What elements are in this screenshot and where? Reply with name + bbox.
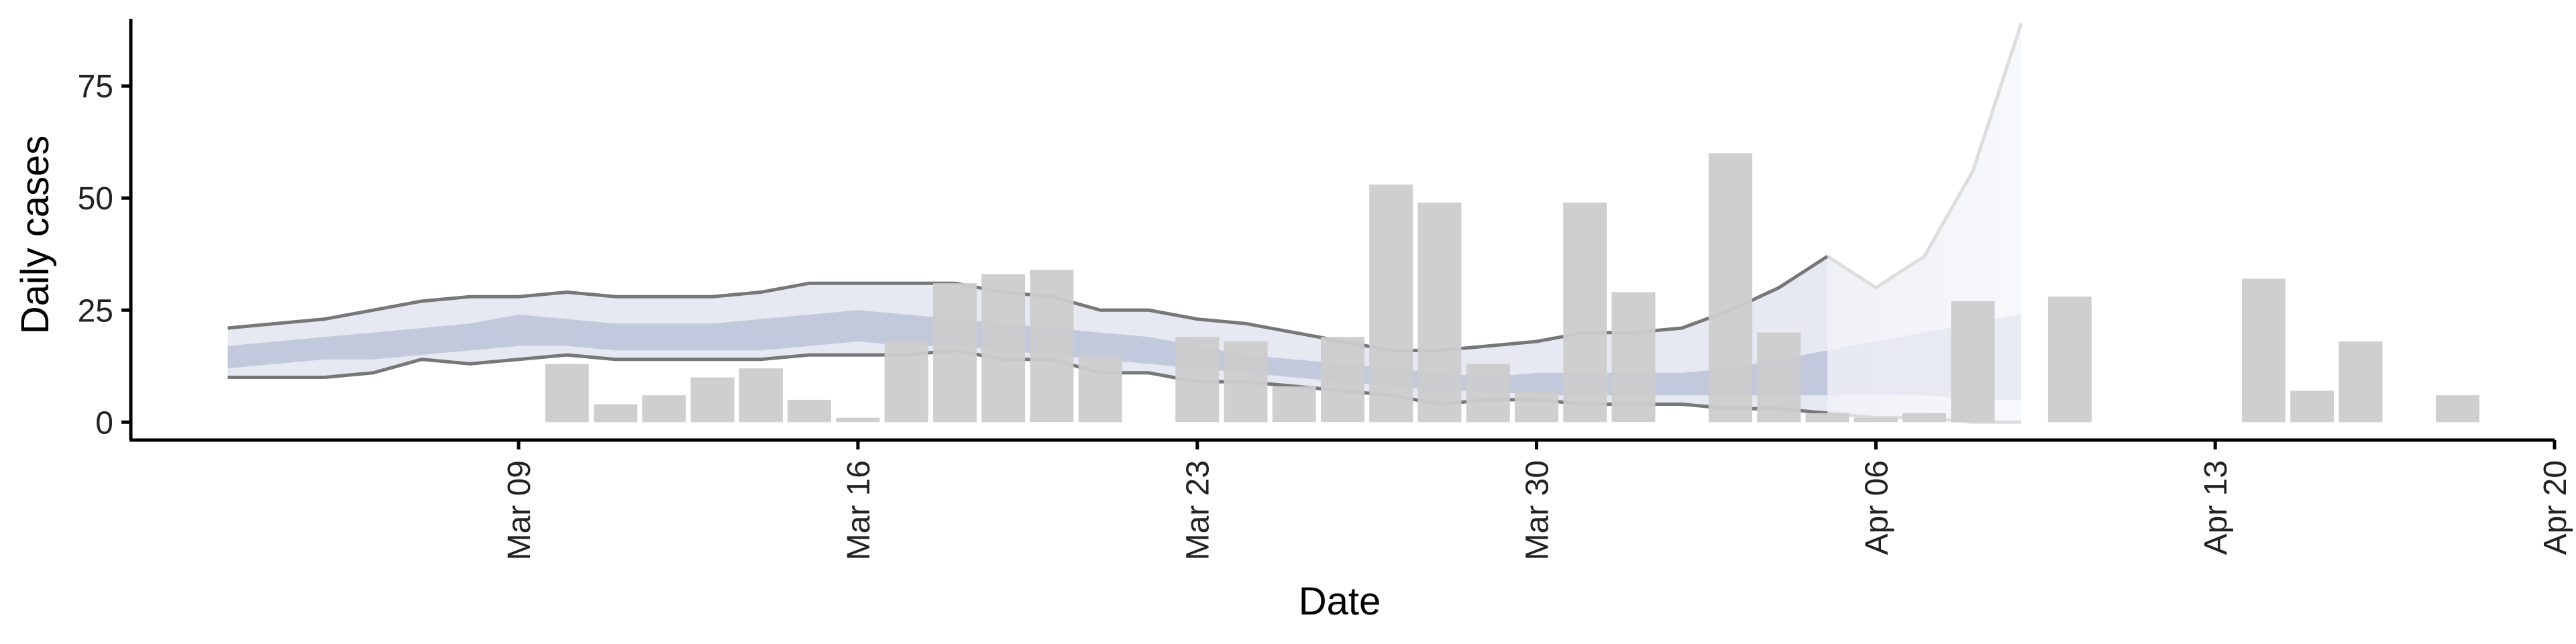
bar-2020-03-13 bbox=[690, 377, 735, 423]
bar-2020-03-28 bbox=[1417, 202, 1462, 423]
bar-2020-03-30 bbox=[1515, 390, 1558, 423]
bar-2020-04-16 bbox=[2339, 341, 2383, 423]
bar-2020-04-18 bbox=[2436, 395, 2479, 423]
estimate-upper-line bbox=[227, 255, 1829, 352]
bar-2020-03-25 bbox=[1272, 386, 1316, 423]
y-tick-label: 0 bbox=[95, 405, 113, 441]
forecast-upper-line bbox=[1826, 22, 2023, 290]
bar-2020-03-12 bbox=[642, 395, 686, 423]
bar-2020-03-21 bbox=[1078, 355, 1122, 423]
y-tick-label: 50 bbox=[78, 181, 113, 217]
bar-2020-04-01 bbox=[1611, 292, 1656, 423]
bar-2020-04-06 bbox=[1854, 417, 1898, 423]
x-tick-label: Apr 13 bbox=[2198, 460, 2234, 555]
bar-2020-03-18 bbox=[932, 283, 977, 423]
bar-2020-03-26 bbox=[1321, 337, 1364, 423]
y-tick-label: 25 bbox=[78, 293, 113, 329]
bar-2020-03-17 bbox=[884, 341, 928, 423]
bar-2020-04-07 bbox=[1902, 413, 1947, 423]
bar-2020-03-27 bbox=[1369, 184, 1413, 423]
bar-2020-04-03 bbox=[1709, 153, 1753, 423]
bar-2020-03-16 bbox=[836, 417, 880, 423]
bar-2020-03-24 bbox=[1224, 341, 1268, 423]
ticks-layer: 0 25 50 75 Mar 09 Mar 16 Mar 23 Mar 30 Apr 06 Apr… bbox=[78, 69, 2573, 560]
bar-2020-03-15 bbox=[788, 399, 832, 423]
estimate-lower-line bbox=[227, 348, 1828, 415]
bar-2020-04-10 bbox=[2047, 297, 2092, 423]
bar-2020-03-29 bbox=[1466, 364, 1510, 423]
y-tick-label: 75 bbox=[78, 69, 113, 105]
bar-2020-04-05 bbox=[1805, 413, 1849, 423]
x-axis-title: Date bbox=[1299, 580, 1381, 623]
x-tick-label: Mar 23 bbox=[1181, 460, 1216, 560]
bar-2020-03-11 bbox=[594, 404, 638, 423]
bar-2020-03-19 bbox=[981, 274, 1026, 423]
bar-2020-03-23 bbox=[1175, 337, 1220, 423]
x-tick-label: Apr 20 bbox=[2538, 460, 2573, 555]
bar-2020-04-15 bbox=[2290, 390, 2334, 423]
x-tick-label: Apr 06 bbox=[1859, 460, 1894, 555]
bars-layer bbox=[545, 153, 2479, 423]
bar-2020-03-20 bbox=[1030, 270, 1074, 423]
bar-2020-03-14 bbox=[739, 368, 783, 423]
y-axis-title: Daily cases bbox=[13, 136, 57, 335]
bar-2020-03-31 bbox=[1563, 202, 1607, 423]
x-tick-label: Mar 09 bbox=[502, 460, 537, 560]
bar-2020-04-08 bbox=[1951, 301, 1995, 423]
bar-2020-03-10 bbox=[545, 364, 589, 423]
x-tick-label: Mar 16 bbox=[841, 460, 877, 560]
x-tick-label: Mar 30 bbox=[1520, 460, 1556, 560]
bar-2020-04-04 bbox=[1757, 332, 1801, 423]
axes-layer bbox=[129, 19, 2555, 442]
bar-2020-04-14 bbox=[2241, 278, 2286, 423]
